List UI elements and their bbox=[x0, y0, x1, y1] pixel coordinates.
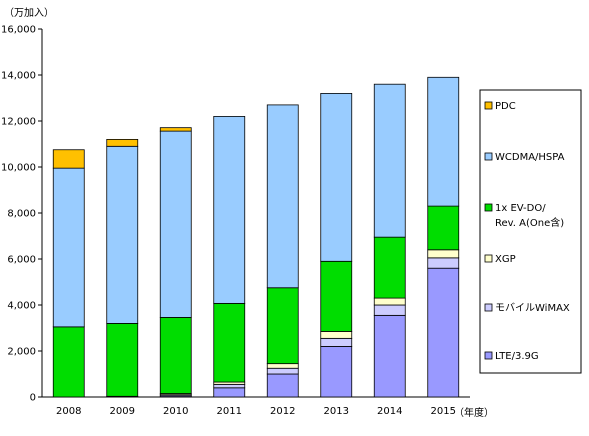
bar-segment bbox=[267, 105, 298, 288]
bar-segment bbox=[321, 261, 352, 331]
bar-segment bbox=[267, 364, 298, 369]
x-tick-label: 2014 bbox=[377, 406, 402, 417]
bar-segment bbox=[107, 323, 138, 396]
legend-label: PDC bbox=[495, 101, 516, 112]
bar-segment bbox=[267, 374, 298, 397]
legend-label: Rev. A(One含) bbox=[495, 216, 564, 229]
x-tick-label: 2015 bbox=[431, 406, 456, 417]
y-tick-label: 16,000 bbox=[1, 25, 36, 36]
bar-segment bbox=[214, 303, 245, 382]
bar-segment bbox=[374, 237, 405, 298]
bar-segment bbox=[428, 258, 459, 268]
legend-box bbox=[480, 90, 581, 373]
legend-label: XGP bbox=[495, 254, 516, 265]
bar-segment bbox=[107, 139, 138, 146]
x-tick-label: 2009 bbox=[110, 406, 135, 417]
x-tick-label: 2011 bbox=[217, 406, 242, 417]
bar-segment bbox=[53, 327, 84, 397]
y-tick-label: 2,000 bbox=[7, 347, 36, 358]
legend-swatch bbox=[485, 102, 492, 109]
bars bbox=[53, 77, 459, 397]
bar-segment bbox=[321, 346, 352, 397]
x-tick-label: 2008 bbox=[56, 406, 81, 417]
y-tick-label: 4,000 bbox=[7, 301, 36, 312]
bar-segment bbox=[374, 315, 405, 397]
bar-segment bbox=[321, 93, 352, 261]
bar-segment bbox=[428, 250, 459, 258]
y-tick-label: 0 bbox=[30, 393, 36, 404]
bar-segment bbox=[107, 146, 138, 323]
x-axis-unit-label: （年度） bbox=[454, 406, 494, 419]
bar-segment bbox=[214, 384, 245, 387]
y-tick-label: 8,000 bbox=[7, 209, 36, 220]
bar-segment bbox=[214, 116, 245, 303]
bar-segment bbox=[428, 206, 459, 250]
y-tick-label: 6,000 bbox=[7, 255, 36, 266]
x-axis: 2008 2009 2010 2011 2012 2013 2014 2015 bbox=[42, 397, 470, 417]
bar-segment bbox=[374, 305, 405, 315]
legend-swatch bbox=[485, 204, 492, 211]
x-tick-label: 2013 bbox=[324, 406, 349, 417]
legend-swatch bbox=[485, 153, 492, 160]
y-tick-label: 10,000 bbox=[1, 163, 36, 174]
bar-segment bbox=[428, 268, 459, 397]
bar-segment bbox=[321, 331, 352, 338]
legend: PDC WCDMA/HSPA 1x EV-DO/Rev. A(One含) XGP モバイ… bbox=[480, 90, 581, 373]
legend-swatch bbox=[485, 304, 492, 311]
x-tick-label: 2010 bbox=[163, 406, 188, 417]
bar-segment bbox=[53, 168, 84, 327]
bar-segment bbox=[321, 338, 352, 346]
y-tick-label: 14,000 bbox=[1, 71, 36, 82]
bar-segment bbox=[267, 368, 298, 374]
bar-segment bbox=[428, 77, 459, 206]
legend-label: WCDMA/HSPA bbox=[495, 152, 565, 163]
bar-segment bbox=[160, 317, 191, 393]
bar-segment bbox=[160, 128, 191, 131]
x-tick-label: 2012 bbox=[270, 406, 295, 417]
bar-segment bbox=[214, 388, 245, 397]
legend-label: モバイルWiMAX bbox=[495, 302, 570, 314]
y-tick-label: 12,000 bbox=[1, 117, 36, 128]
bar-segment bbox=[267, 288, 298, 364]
y-axis: 0 2,000 4,000 6,000 8,000 10,000 12,000 14,000 1… bbox=[1, 25, 42, 404]
legend-swatch bbox=[485, 255, 492, 262]
y-axis-unit-label: （万加入） bbox=[4, 7, 54, 19]
bar-segment bbox=[160, 131, 191, 317]
legend-label: LTE/3.9G bbox=[495, 351, 539, 362]
legend-label: 1x EV-DO/ bbox=[495, 203, 546, 214]
bar-segment bbox=[374, 298, 405, 305]
bar-segment bbox=[374, 84, 405, 237]
legend-swatch bbox=[485, 352, 492, 359]
bar-segment bbox=[53, 150, 84, 168]
